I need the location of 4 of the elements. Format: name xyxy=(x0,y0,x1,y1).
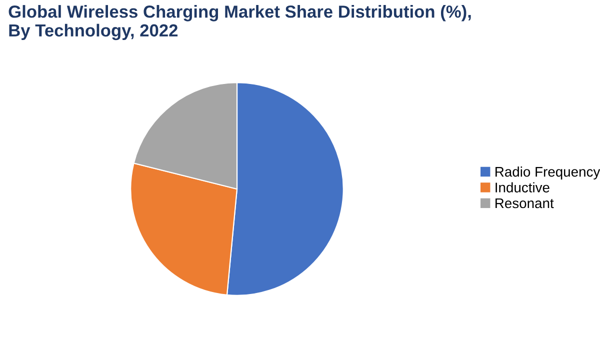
legend-label: Inductive xyxy=(496,182,550,192)
chart-title: Global Wireless Charging Market Share Distribution (%), By Technology, 2022 xyxy=(8,5,471,40)
legend-label: Radio Frequency xyxy=(496,166,600,180)
legend-label: Resonant xyxy=(496,198,554,208)
